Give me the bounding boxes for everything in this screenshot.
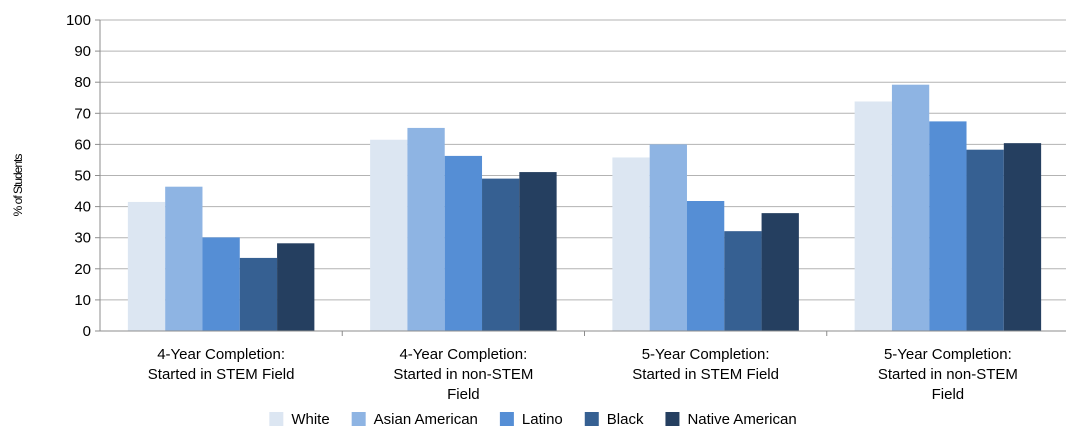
bar-native-american — [1003, 143, 1042, 331]
legend: White Asian American Latino Black Native Ame… — [269, 411, 797, 428]
category-labels: 4-Year Completion: Started in STEM Field4… — [148, 346, 1018, 403]
category-label-line: Field — [447, 386, 480, 403]
bar-asian-american — [407, 127, 445, 332]
legend-swatch-native-american — [665, 412, 680, 426]
bar-latino — [202, 237, 240, 331]
y-tick-label: 30 — [74, 230, 91, 247]
bar-native-american — [519, 172, 557, 331]
y-tick-label: 50 — [74, 168, 91, 185]
y-tick-label: 100 — [66, 12, 91, 29]
bar-black — [724, 231, 762, 331]
category-label-line: Field — [932, 386, 965, 403]
category-label-line: 5-Year Completion: — [642, 346, 770, 363]
y-tick-label: 60 — [74, 136, 91, 153]
category-label-line: Started in non-STEM — [393, 366, 533, 383]
legend-label: White — [291, 411, 329, 428]
legend-label: Asian American — [374, 411, 478, 428]
bar-white — [854, 101, 892, 332]
category-label: 4-Year Completion: Started in non-STEM Fie… — [393, 346, 533, 403]
category-label-line: Started in STEM Field — [148, 366, 295, 383]
category-label: 4-Year Completion: Started in STEM Field — [148, 346, 295, 383]
legend-swatch-black — [584, 412, 599, 426]
bar-black — [239, 257, 278, 331]
legend-label: Black — [607, 411, 644, 428]
legend-label: Native American — [687, 411, 796, 428]
bar-white — [370, 139, 408, 331]
legend-swatch-asian-american — [351, 412, 366, 426]
category-label-line: 4-Year Completion: — [399, 346, 527, 363]
category-label: 5-Year Completion: Started in STEM Field — [632, 346, 779, 383]
bar-white — [127, 201, 166, 331]
bar-white — [612, 157, 650, 331]
y-tick-labels: 0 10 20 30 40 50 60 70 80 90 100 — [66, 12, 91, 340]
legend-swatch-latino — [499, 412, 514, 426]
category-label: 5-Year Completion: Started in non-STEM Fie… — [878, 346, 1018, 403]
bar-asian-american — [165, 186, 203, 331]
y-tick-label: 0 — [83, 323, 91, 340]
bar-latino — [444, 155, 483, 331]
bar-asian-american — [649, 144, 687, 331]
y-tick-label: 90 — [74, 43, 91, 60]
category-label-line: 5-Year Completion: — [884, 346, 1012, 363]
legend-label: Latino — [522, 411, 563, 428]
y-tick-label: 80 — [74, 74, 91, 91]
bar-latino — [929, 121, 967, 331]
bars — [127, 84, 1042, 332]
legend-swatch-white — [269, 412, 284, 426]
y-tick-label: 10 — [74, 292, 91, 309]
bar-black — [966, 149, 1004, 331]
bar-native-american — [277, 243, 315, 331]
bar-latino — [686, 201, 725, 331]
category-label-line: 4-Year Completion: — [157, 346, 285, 363]
category-label-line: Started in STEM Field — [632, 366, 779, 383]
y-tick-label: 20 — [74, 261, 91, 278]
y-axis-title: % of Students — [11, 154, 25, 217]
bar-native-american — [761, 213, 799, 331]
bar-black — [482, 178, 520, 331]
y-tick-label: 40 — [74, 199, 91, 216]
axes — [95, 19, 1066, 336]
bar-asian-american — [891, 84, 930, 331]
y-tick-label: 70 — [74, 105, 91, 122]
category-label-line: Started in non-STEM — [878, 366, 1018, 383]
